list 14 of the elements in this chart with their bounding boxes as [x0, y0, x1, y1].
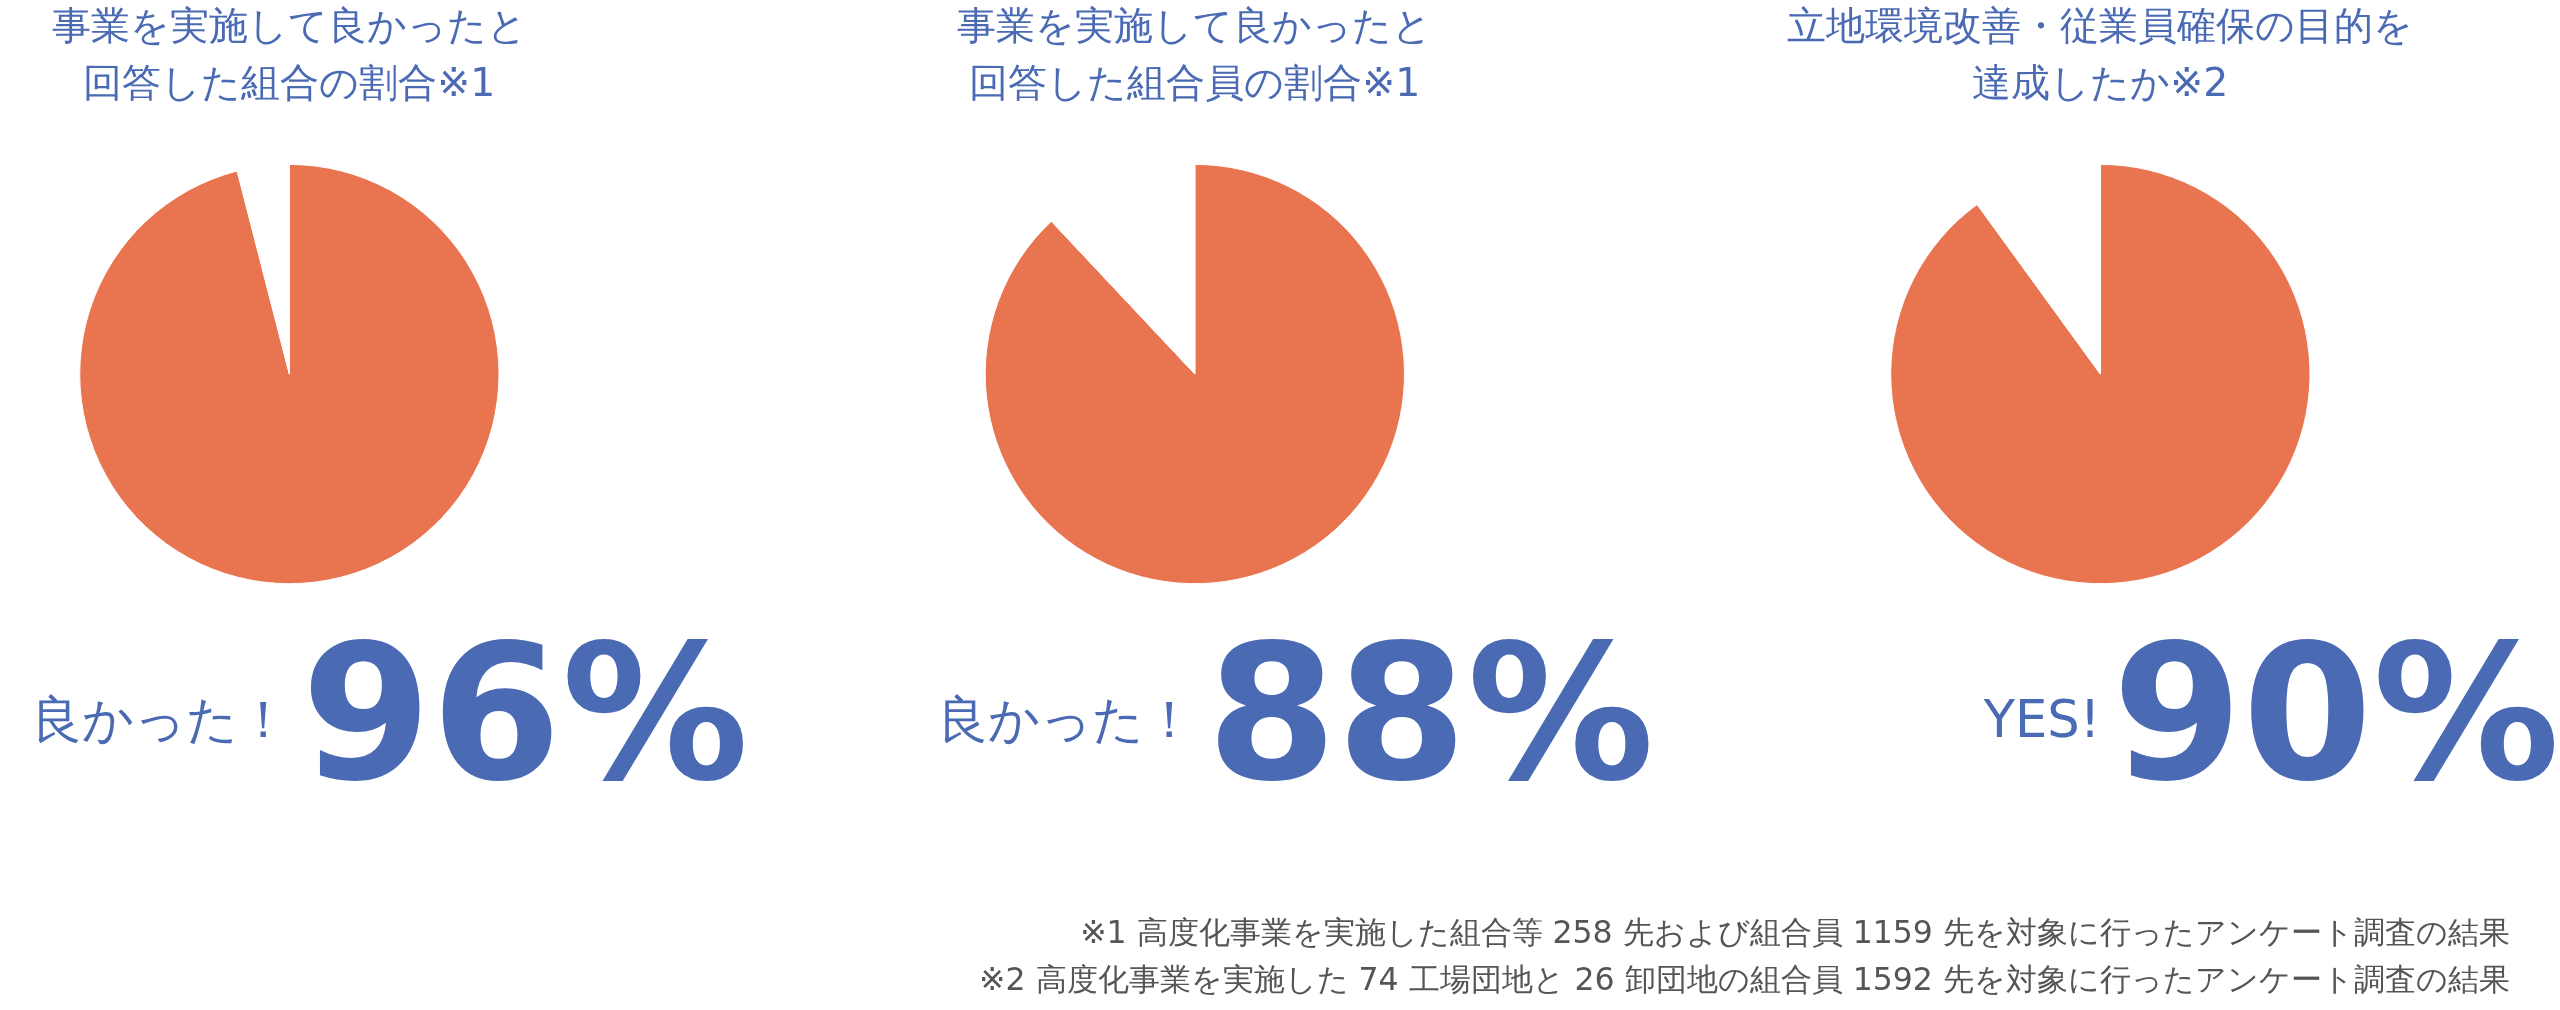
pie-slice: [984, 163, 1405, 584]
pie-slice: [1890, 163, 2311, 584]
data-label: 90%: [2112, 603, 2560, 822]
text: ※2 高度化事業を実施した 74 工場団地と 26 卸団地の組合員 1592 先を対象に行ったアンケート調査の結果: [979, 961, 2510, 998]
slice-label: 良かった！: [936, 689, 1195, 750]
text: ※1 高度化事業を実施した組合等 258 先および組合員 1159 先を対象に行ったアンケート調査の結果: [1080, 913, 2510, 950]
chart-title: 事業を実施して良かったと回答した組合の割合※1: [51, 2, 527, 106]
pie-slice: [79, 163, 500, 584]
slice-label: YES!: [1982, 689, 2101, 750]
slice-label: 良かった！: [31, 689, 290, 750]
chart-title: 事業を実施して良かったと回答した組合員の割合※1: [957, 2, 1433, 106]
data-label: 96%: [301, 603, 749, 822]
data-label: 88%: [1206, 603, 1655, 822]
chart-title: 立地環境改善・従業員確保の目的を達成したか※2: [1787, 2, 2414, 106]
